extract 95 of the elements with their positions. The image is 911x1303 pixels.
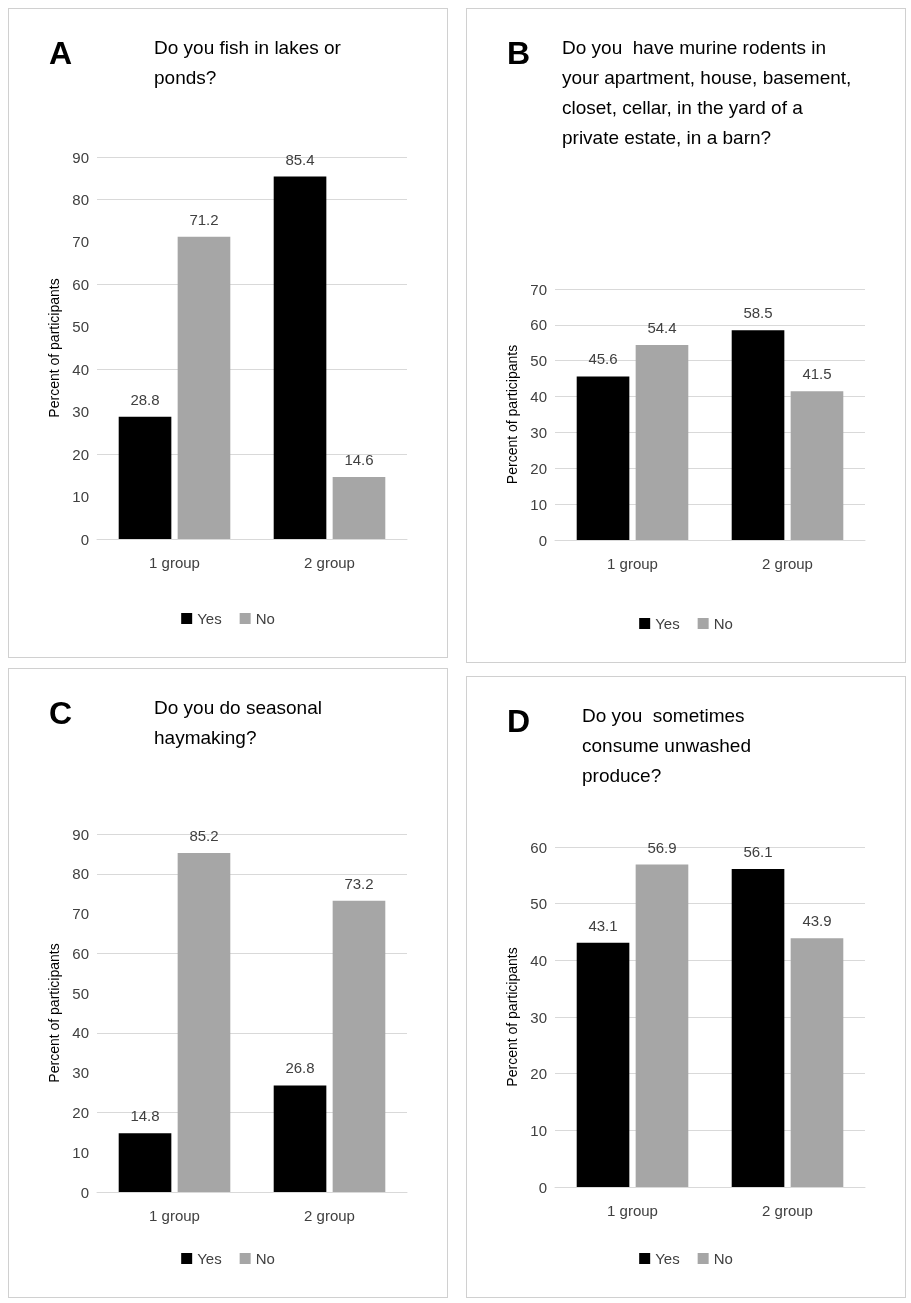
y-tick-label: 50 [530, 352, 547, 370]
chart-title: Do you have murine rodents in your apartment, house, basement, closet, cellar, in the yard of a private estate, in a barn? [562, 36, 857, 148]
data-label: 58.5 [743, 304, 773, 322]
data-label: 43.1 [588, 916, 618, 934]
text: D [507, 703, 531, 739]
bar [177, 853, 231, 1192]
y-tick-label: 70 [530, 280, 547, 298]
x-tick-label: 2 group [304, 1207, 355, 1224]
data-label: 85.4 [285, 150, 315, 168]
bar [177, 236, 231, 539]
text: B [507, 35, 531, 71]
bar [790, 391, 844, 540]
y-tick-label: 20 [72, 1103, 89, 1121]
y-tick-label: 0 [538, 1178, 547, 1196]
y-tick-label: 0 [80, 530, 89, 548]
legend-label: No [713, 615, 733, 632]
y-tick-label: 40 [72, 1024, 89, 1042]
data-label: 45.6 [588, 350, 618, 368]
y-tick-label: 10 [530, 495, 547, 513]
y-tick-label: 30 [72, 403, 89, 421]
y-tick-label: 30 [530, 423, 547, 441]
x-tick-label: 2 group [762, 1202, 813, 1219]
legend-label: No [255, 1250, 275, 1267]
y-tick-label: 90 [72, 825, 89, 843]
data-label: 85.2 [189, 827, 219, 845]
chart-title: Do you sometimes consume unwashed produce? [582, 704, 757, 786]
y-tick-label: 60 [72, 944, 89, 962]
legend-label: Yes [197, 1250, 222, 1267]
y-tick-label: 60 [72, 275, 89, 293]
y-tick-label: 10 [530, 1121, 547, 1139]
data-label: 56.1 [743, 843, 773, 861]
x-tick-label: 2 group [762, 555, 813, 572]
y-axis-title: Percent of participants [504, 344, 521, 485]
bar [273, 1085, 327, 1192]
x-tick-label: 2 group [304, 554, 355, 571]
y-tick-label: 30 [530, 1008, 547, 1026]
data-label: 54.4 [647, 318, 677, 336]
chart-title: Do you fish in lakes or ponds? [154, 36, 347, 88]
bar [332, 900, 386, 1192]
y-tick-label: 10 [72, 1143, 89, 1161]
y-tick-label: 40 [530, 951, 547, 969]
y-tick-label: 0 [538, 531, 547, 549]
y-tick-label: 20 [530, 459, 547, 477]
y-tick-label: 0 [80, 1183, 89, 1201]
bar [576, 376, 630, 540]
y-tick-label: 90 [72, 148, 89, 166]
y-tick-label: 70 [72, 905, 89, 923]
y-tick-label: 50 [72, 984, 89, 1002]
legend-label: Yes [655, 615, 680, 632]
bar [731, 869, 785, 1187]
bar [332, 477, 386, 539]
y-tick-label: 70 [72, 233, 89, 251]
legend-label: No [255, 610, 275, 627]
data-label: 14.6 [344, 451, 374, 469]
bar [790, 938, 844, 1187]
y-axis-title: Percent of participants [46, 943, 63, 1083]
y-axis-title: Percent of participants [46, 278, 63, 418]
x-tick-label: 1 group [607, 1202, 658, 1219]
bar [118, 1133, 172, 1192]
bar [273, 176, 327, 539]
x-tick-label: 1 group [149, 554, 200, 571]
y-tick-label: 40 [72, 360, 89, 378]
bar [118, 416, 172, 539]
y-tick-label: 20 [530, 1065, 547, 1083]
data-label: 71.2 [189, 210, 219, 228]
data-label: 43.9 [802, 912, 832, 930]
x-tick-label: 1 group [607, 555, 658, 572]
x-tick-label: 1 group [149, 1207, 200, 1224]
data-label: 73.2 [344, 874, 374, 892]
legend-label: Yes [197, 610, 222, 627]
legend-label: No [713, 1250, 733, 1267]
data-label: 56.9 [647, 838, 677, 856]
chart-title: Do you do seasonal haymaking? [154, 696, 328, 748]
bar [635, 864, 689, 1187]
y-axis-title: Percent of participants [504, 947, 521, 1087]
y-tick-label: 50 [72, 318, 89, 336]
text: C [49, 695, 73, 731]
y-tick-label: 60 [530, 838, 547, 856]
bar [731, 330, 785, 540]
bar [576, 942, 630, 1187]
y-tick-label: 80 [72, 865, 89, 883]
data-label: 26.8 [285, 1059, 315, 1077]
y-tick-label: 20 [72, 445, 89, 463]
y-tick-label: 50 [530, 895, 547, 913]
y-tick-label: 60 [530, 316, 547, 334]
y-tick-label: 10 [72, 488, 89, 506]
data-label: 41.5 [802, 365, 832, 383]
legend-label: Yes [655, 1250, 680, 1267]
data-label: 28.8 [130, 390, 160, 408]
data-label: 14.8 [130, 1107, 160, 1125]
y-tick-label: 80 [72, 190, 89, 208]
bar [635, 344, 689, 540]
y-tick-label: 30 [72, 1064, 89, 1082]
text: A [49, 35, 73, 71]
y-tick-label: 40 [530, 388, 547, 406]
